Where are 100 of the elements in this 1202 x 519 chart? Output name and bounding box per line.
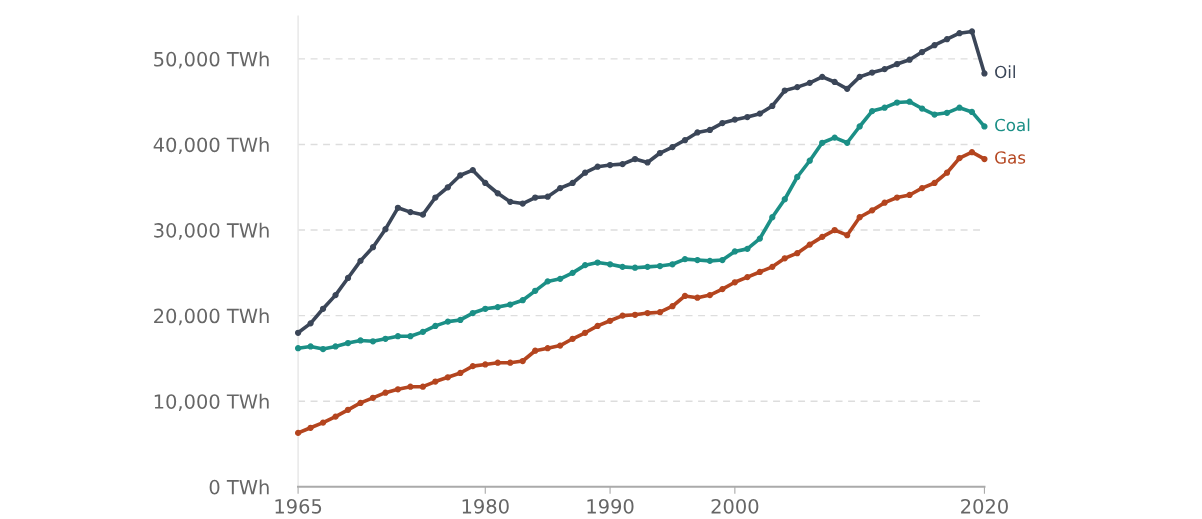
point bbox=[344, 274, 352, 282]
point bbox=[656, 149, 664, 157]
point bbox=[606, 317, 614, 324]
point bbox=[719, 256, 726, 264]
point bbox=[656, 309, 664, 316]
point bbox=[532, 287, 539, 294]
point bbox=[968, 108, 976, 116]
point bbox=[594, 163, 601, 170]
point bbox=[444, 184, 451, 191]
point bbox=[532, 194, 539, 201]
point bbox=[457, 316, 464, 324]
point bbox=[744, 274, 751, 281]
point bbox=[469, 309, 476, 317]
point bbox=[769, 214, 776, 221]
point bbox=[669, 261, 676, 268]
point bbox=[294, 429, 302, 437]
point bbox=[819, 73, 826, 80]
point bbox=[519, 200, 526, 207]
x-tick-label: 2020 bbox=[961, 498, 1008, 514]
point bbox=[669, 143, 676, 151]
point bbox=[731, 248, 738, 255]
point bbox=[631, 264, 639, 271]
point bbox=[319, 345, 327, 353]
point bbox=[407, 208, 414, 216]
point bbox=[407, 333, 414, 340]
point bbox=[382, 335, 389, 342]
point bbox=[681, 137, 689, 144]
point bbox=[419, 383, 427, 390]
point bbox=[731, 116, 738, 123]
point bbox=[956, 30, 963, 37]
point bbox=[694, 129, 701, 136]
point bbox=[819, 139, 826, 146]
point bbox=[307, 320, 314, 327]
point bbox=[432, 378, 439, 385]
point bbox=[419, 211, 427, 218]
point bbox=[806, 79, 813, 86]
point bbox=[394, 204, 402, 211]
point bbox=[893, 99, 901, 106]
point bbox=[769, 102, 776, 110]
point bbox=[457, 369, 464, 377]
point bbox=[706, 126, 714, 134]
point bbox=[781, 196, 788, 203]
point bbox=[544, 345, 551, 352]
point bbox=[943, 109, 951, 116]
point bbox=[644, 263, 651, 270]
point bbox=[806, 241, 813, 248]
point bbox=[981, 155, 988, 163]
point bbox=[469, 167, 476, 174]
y-tick-label: 40,000 TWh bbox=[153, 137, 269, 155]
point bbox=[968, 149, 976, 156]
point bbox=[594, 259, 601, 266]
point bbox=[444, 374, 451, 381]
point bbox=[557, 184, 564, 192]
point bbox=[294, 345, 302, 352]
point bbox=[931, 111, 938, 118]
point bbox=[881, 199, 888, 206]
point bbox=[831, 134, 838, 141]
point bbox=[644, 159, 651, 166]
point bbox=[319, 305, 327, 312]
point bbox=[981, 123, 988, 130]
point bbox=[369, 394, 377, 401]
point bbox=[569, 179, 576, 187]
point bbox=[407, 383, 414, 390]
point bbox=[943, 36, 951, 43]
y-tick-label: 0 TWh bbox=[209, 479, 269, 495]
y-tick-label: 30,000 TWh bbox=[154, 222, 269, 240]
point bbox=[906, 98, 913, 105]
y-tick-label: 10,000 TWh bbox=[154, 393, 269, 411]
point bbox=[869, 69, 876, 76]
point bbox=[444, 318, 451, 325]
point bbox=[669, 303, 676, 310]
point bbox=[357, 337, 364, 344]
series-label: Oil bbox=[995, 65, 1015, 79]
point bbox=[681, 256, 689, 263]
point bbox=[806, 157, 813, 164]
point bbox=[644, 309, 651, 317]
point bbox=[694, 256, 701, 264]
point bbox=[794, 84, 801, 91]
point bbox=[432, 194, 439, 201]
point bbox=[794, 173, 801, 181]
point bbox=[594, 322, 601, 330]
point bbox=[606, 261, 614, 268]
point bbox=[893, 60, 901, 68]
point bbox=[681, 292, 689, 300]
point bbox=[831, 226, 838, 234]
point bbox=[357, 257, 364, 264]
point bbox=[844, 139, 851, 146]
point bbox=[581, 329, 589, 336]
y-tick-label: 20,000 TWh bbox=[154, 308, 269, 326]
point bbox=[369, 244, 377, 251]
point bbox=[457, 172, 464, 179]
point bbox=[631, 311, 639, 318]
series-label: Coal bbox=[995, 118, 1030, 132]
point bbox=[419, 328, 427, 336]
point bbox=[544, 278, 551, 285]
x-tick-label: 2000 bbox=[711, 498, 759, 514]
point bbox=[519, 297, 526, 304]
point bbox=[856, 123, 863, 130]
point bbox=[569, 335, 576, 342]
point bbox=[507, 198, 514, 205]
